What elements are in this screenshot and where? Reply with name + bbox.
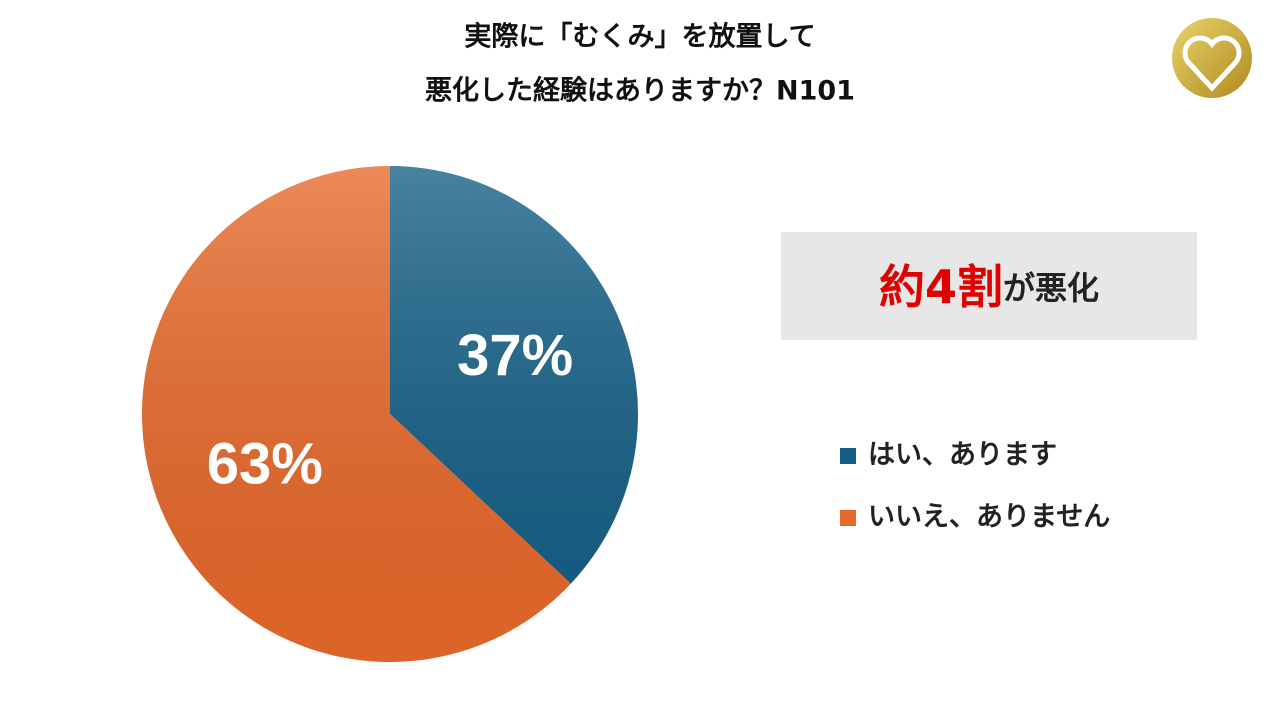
data-label: 37%	[457, 323, 573, 388]
chart-title: 実際に「むくみ」を放置して	[464, 21, 815, 53]
data-label: 63%	[207, 431, 323, 496]
chart-title: 悪化した経験はありますか？N101	[425, 75, 855, 107]
legend-label: いいえ、ありません	[868, 502, 1110, 533]
annotation: 約4割が悪化	[879, 260, 1099, 314]
annotation-text: が悪化	[1003, 269, 1099, 307]
pie	[141, 166, 638, 662]
annotation-highlight: 約4割	[879, 260, 1003, 314]
legend-label: はい、あります	[868, 440, 1057, 471]
legend-swatch	[840, 448, 856, 464]
annotation-box	[781, 232, 1197, 340]
pie-labels: 37% 63%	[207, 323, 573, 496]
logo	[1172, 18, 1252, 98]
legend-swatch	[840, 510, 856, 526]
